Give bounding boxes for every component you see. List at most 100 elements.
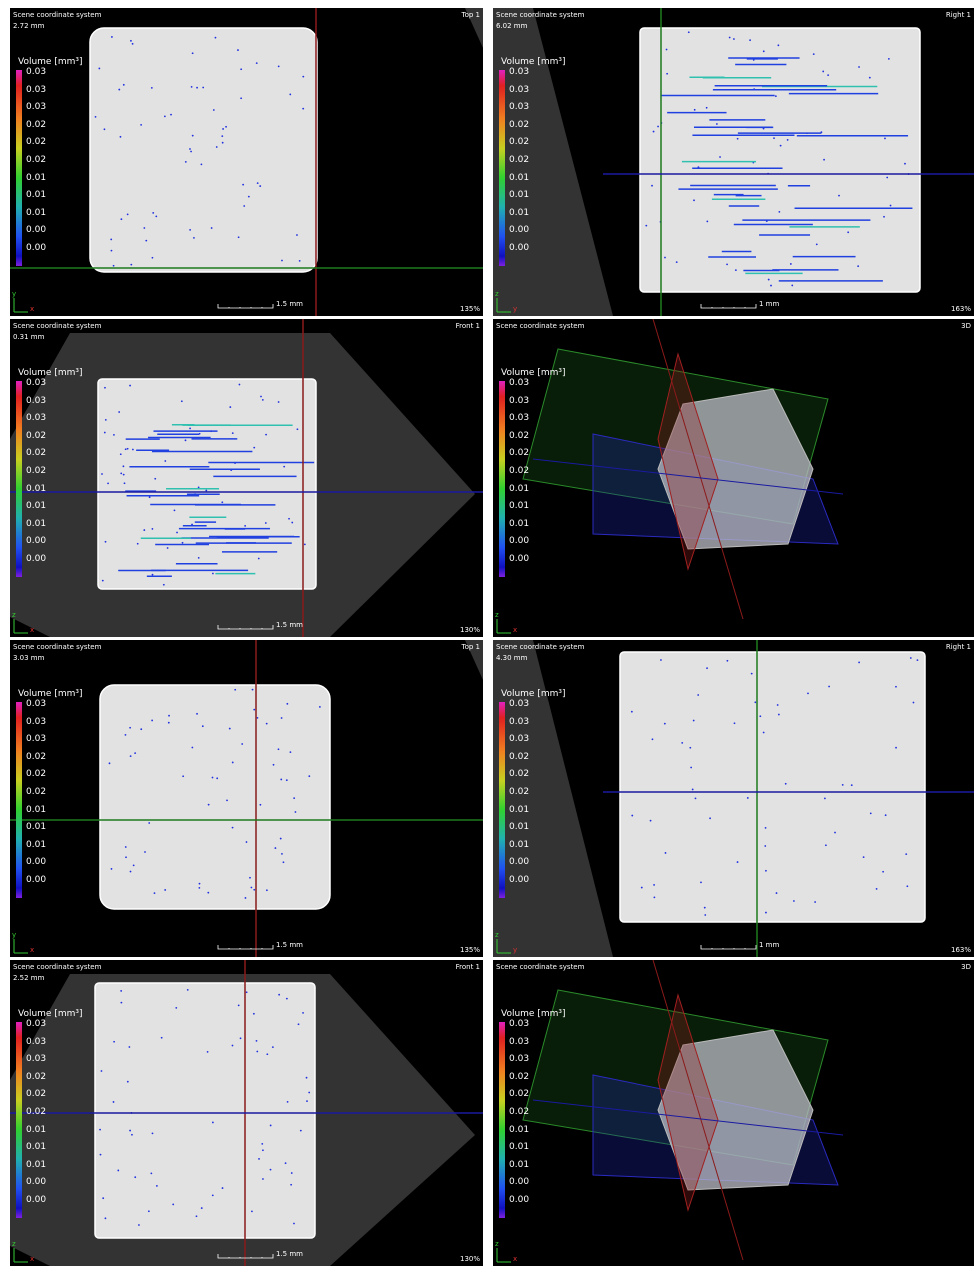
defect [208, 804, 210, 806]
defect [773, 137, 775, 139]
defect [270, 1169, 272, 1171]
defect [132, 43, 134, 45]
defect [692, 789, 694, 791]
defect [883, 216, 885, 218]
slice-depth: 2.72 mm [13, 22, 44, 31]
legend-label: 0.00 [26, 226, 46, 235]
legend-label: 0.00 [509, 537, 529, 546]
defect [149, 496, 151, 498]
sample [90, 28, 317, 272]
defect [650, 820, 652, 822]
defect [105, 541, 107, 543]
axis-label: x [30, 946, 34, 955]
defect [876, 888, 878, 890]
legend-label: 0.00 [26, 537, 46, 546]
legend-label: 0.01 [26, 502, 46, 511]
defect [192, 52, 194, 54]
defect [258, 558, 260, 560]
defect [109, 762, 111, 764]
slice-depth: 4.30 mm [496, 654, 527, 663]
legend-label: 0.01 [26, 520, 46, 529]
defect [100, 1154, 102, 1156]
defect [198, 887, 200, 889]
defect [207, 1051, 209, 1053]
axis-label: y [513, 305, 517, 314]
legend-label: 0.03 [26, 379, 46, 388]
defect [704, 907, 706, 909]
defect [278, 994, 280, 996]
defect [765, 870, 767, 872]
defect [293, 797, 295, 799]
defect [130, 871, 132, 873]
defect [735, 269, 737, 271]
legend-label: 0.00 [509, 876, 529, 885]
sample [620, 652, 925, 922]
defect [226, 799, 228, 801]
scale-bar [218, 945, 273, 949]
defect [258, 1158, 260, 1160]
legend-label: 0.01 [26, 823, 46, 832]
view-name: 3D [961, 322, 971, 331]
defect [280, 779, 282, 781]
defect [253, 447, 255, 449]
legend-label: 0.01 [26, 191, 46, 200]
defect [775, 95, 777, 97]
defect [145, 240, 147, 242]
scene [10, 960, 483, 1266]
defect [302, 1012, 304, 1014]
legend-label: 0.03 [26, 700, 46, 709]
defect [189, 229, 191, 231]
defect [174, 509, 176, 511]
defect [221, 501, 223, 503]
legend-label: 0.03 [26, 414, 46, 423]
legend-label: 0.03 [509, 718, 529, 727]
defect [111, 868, 113, 870]
defect [123, 474, 125, 476]
defect [232, 762, 234, 764]
defect [133, 864, 135, 866]
defect [143, 227, 145, 229]
defect [281, 717, 283, 719]
defect [261, 1143, 263, 1145]
defect [895, 686, 897, 688]
legend-label: 0.03 [509, 397, 529, 406]
defect [631, 711, 633, 713]
defect [807, 692, 809, 694]
defect [306, 1077, 308, 1079]
scale-label: 1.5 mm [276, 1250, 303, 1259]
legend-label: 0.01 [26, 1143, 46, 1152]
defect [734, 722, 736, 724]
legend-label: 0.01 [509, 1126, 529, 1135]
defect [130, 264, 132, 266]
legend-label: 0.02 [509, 449, 529, 458]
defect [164, 889, 166, 891]
defect [790, 263, 792, 265]
axis-label: x [513, 1255, 517, 1264]
defect [187, 989, 189, 991]
defect [733, 38, 735, 40]
defect [124, 482, 126, 484]
view-name: Front 1 [456, 322, 480, 331]
defect [262, 1149, 264, 1151]
defect [238, 1004, 240, 1006]
defect [123, 465, 125, 467]
slice-depth: 6.02 mm [496, 22, 527, 31]
defect [694, 109, 696, 111]
defect [198, 486, 200, 488]
defect [906, 885, 908, 887]
slice-depth: 3.03 mm [13, 654, 44, 663]
defect [151, 87, 153, 89]
legend-label: 0.02 [26, 770, 46, 779]
zoom-level: 135% [460, 946, 480, 955]
defect [201, 163, 203, 165]
defect [297, 428, 299, 430]
defect [681, 742, 683, 744]
